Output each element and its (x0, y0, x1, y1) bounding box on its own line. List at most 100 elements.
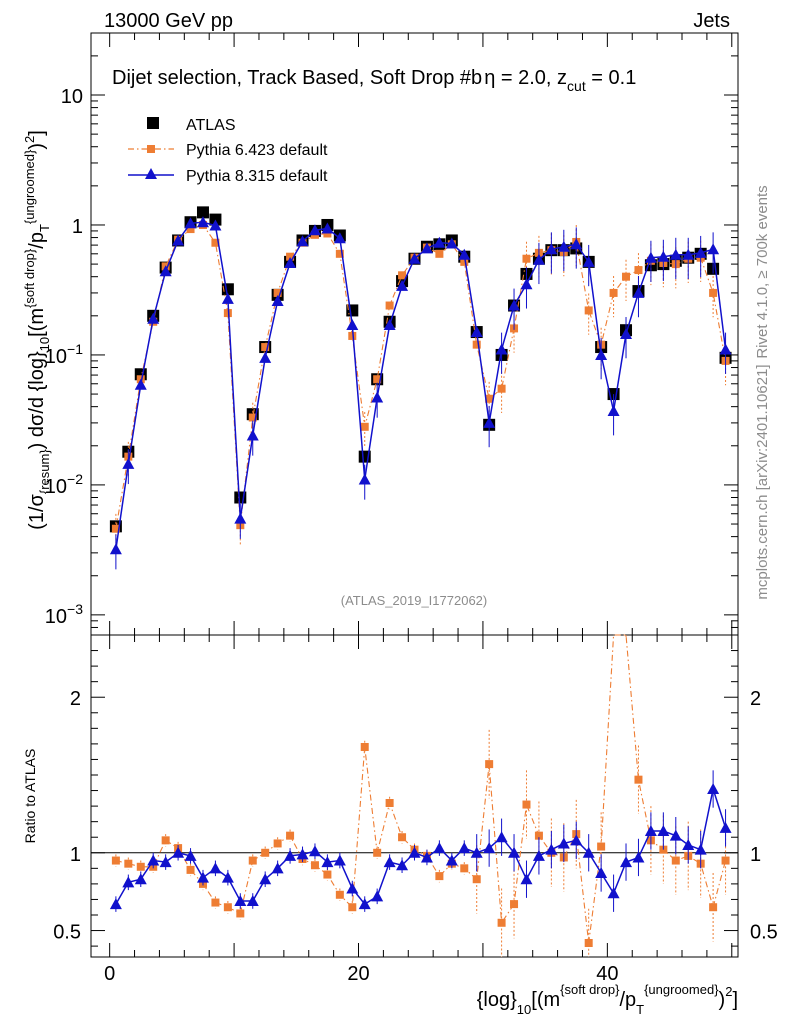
ratio-pythia6-point (534, 831, 543, 840)
ratio-pythia6-point (124, 859, 133, 868)
xlabel-sub-10: 10 (517, 1002, 531, 1017)
ratio-pythia8-point (520, 873, 533, 885)
ratio-pythia6-point (385, 799, 394, 807)
ratio-pythia8-point (420, 851, 433, 863)
ratio-pythia8-point (358, 898, 371, 910)
ratio-pythia6-point (348, 903, 357, 912)
pythia6-point (186, 225, 195, 234)
pythia8-line (115, 221, 727, 550)
ratio-pythia6-point (310, 861, 319, 870)
ratio-pythia6-point (398, 833, 407, 842)
rivet-label: Rivet 4.1.0, ≥ 700k events (754, 185, 771, 358)
ratio-pythia8-point (719, 821, 732, 833)
ratio-y-tick-label-right: 1 (750, 844, 761, 866)
pythia8-point (196, 216, 209, 228)
ratio-pythia8-point (333, 854, 346, 866)
xlabel-sup-ungroomed: {ungroomed} (644, 982, 719, 997)
pythia6-point (273, 288, 282, 297)
xlabel-part-4: ) (719, 989, 726, 1011)
ratio-plot-frame (90, 634, 739, 958)
ratio-pythia8-point (595, 867, 608, 878)
pythia8-point (719, 343, 732, 355)
ylabel-part-3: [(m (26, 308, 48, 337)
ratio-pythia8-point (246, 895, 259, 906)
legend-label-atlas: ATLAS (186, 117, 236, 134)
pythia8-point (271, 295, 284, 307)
ratio-pythia8-point (682, 839, 695, 850)
ratio-pythia8-point (707, 783, 720, 794)
ratio-pythia8-point (346, 882, 359, 894)
pythia6-point (435, 249, 444, 258)
pythia6-point (398, 271, 407, 280)
y-axis-label: (1/σ{resum}) dσ/d {log}10[(m{soft drop}/… (22, 130, 52, 530)
ratio-pythia8-point (147, 854, 160, 866)
y-tick-label: 10−1 (45, 341, 83, 368)
pythia6-point (348, 331, 357, 340)
ratio-pythia6-point (261, 848, 270, 857)
ratio-pythia6-point (485, 760, 494, 769)
series-atlas (109, 206, 732, 533)
pythia6-point (211, 238, 220, 247)
ratio-pythia6-point (597, 842, 606, 851)
ylabel-part-2: ) dσ/d {log} (26, 351, 48, 449)
x-axis-label: {log}10[(m{soft drop}/pT{ungroomed})2] (477, 982, 738, 1017)
xlabel-part-1: {log} (477, 989, 517, 1011)
pythia6-point (323, 229, 332, 238)
y-tick-label: 10−2 (45, 471, 83, 498)
ylabel-part-4: /p (26, 232, 48, 249)
ratio-pythia8-point (221, 871, 234, 883)
pythia8-point (470, 326, 483, 338)
xlabel-sub-T: T (636, 1002, 644, 1017)
ylabel-sub-10: 10 (37, 337, 52, 351)
ratio-pythia8-point (396, 859, 409, 871)
ratio-pythia6-point (634, 775, 643, 784)
ratio-pythia6-point (111, 856, 120, 865)
series-pythia6 (111, 220, 730, 549)
ratio-pythia6-point (584, 939, 593, 947)
ratio-pythia8-point (122, 876, 135, 888)
pythia6-point (472, 340, 481, 349)
pythia8-point (333, 232, 346, 244)
pythia8-point (520, 278, 533, 290)
atlas-point (196, 206, 209, 219)
pythia8-point (607, 405, 620, 417)
ratio-pythia6-point (360, 743, 369, 751)
ratio-pythia6-point (709, 903, 718, 912)
ratio-pythia6-point (721, 856, 730, 865)
ratio-pythia8-point (159, 856, 172, 868)
ratio-pythia6-point (223, 903, 232, 912)
pythia8-point (122, 457, 135, 469)
ratio-pythia8-point (271, 862, 284, 874)
legend-marker-pythia6 (147, 145, 155, 153)
pythia8-point (371, 391, 384, 403)
y-tick-exponent: −1 (67, 341, 83, 357)
pythia8-point (508, 299, 521, 311)
ratio-y-axis-label: Ratio to ATLAS (22, 749, 38, 844)
pythia8-point (433, 236, 446, 248)
ratio-pythia8-point (545, 843, 558, 855)
pythia8-point (545, 243, 558, 255)
pythia6-point (485, 394, 494, 403)
pythia6-point (497, 384, 506, 393)
ratio-pythia6-point (273, 839, 282, 848)
pythia8-point (296, 235, 309, 247)
pythia8-point (221, 292, 234, 304)
ratio-pythia6-point (472, 875, 481, 884)
pythia8-point (184, 217, 197, 229)
ratio-pythia8-point (495, 831, 508, 843)
ratio-pythia8-point (669, 829, 682, 841)
pythia8-point (346, 318, 359, 330)
pythia8-point (644, 251, 657, 263)
pythia8-point (246, 429, 259, 441)
ratio-pythia6-point (211, 898, 220, 907)
ratio-pythia8-point (196, 871, 209, 883)
ratio-y-tick-label-right: 2 (750, 688, 761, 710)
pythia6-point (634, 266, 643, 275)
ratio-pythia8-point (607, 887, 620, 899)
atlas-point (221, 283, 234, 296)
ratio-pythia6-point (248, 856, 257, 865)
ratio-pythia8-point (234, 895, 247, 906)
pythia8-point (209, 219, 222, 231)
pythia6-point (360, 422, 369, 431)
